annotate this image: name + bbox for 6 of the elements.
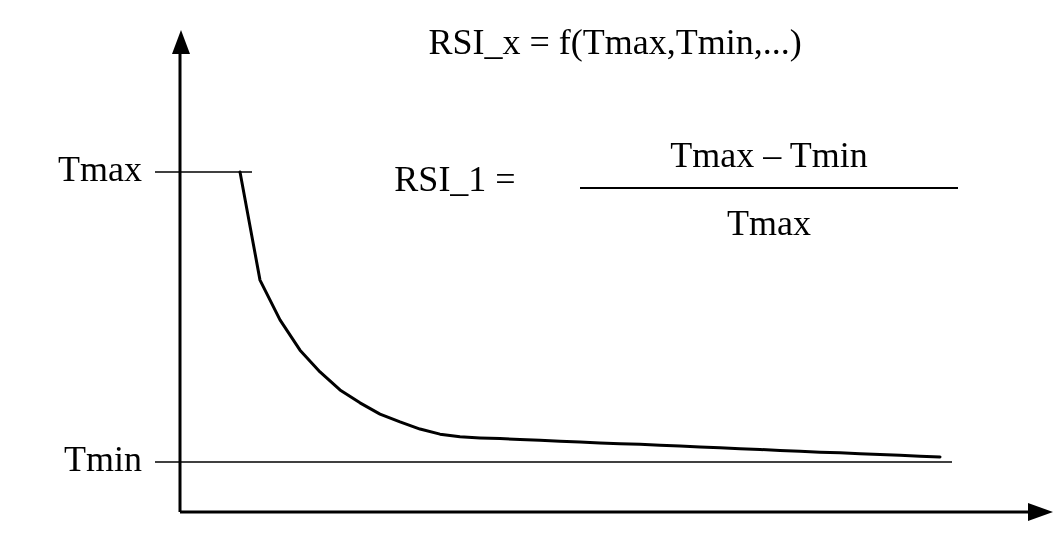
annotation: RSI_1 = xyxy=(394,159,516,200)
annotation: Tmax xyxy=(727,203,811,244)
ref-line-label: Tmax xyxy=(58,149,142,190)
ref-line-label: Tmin xyxy=(64,439,142,480)
annotation: Tmax – Tmin xyxy=(670,135,868,176)
text: RSI_x = f(Tmax,Tmin,...) xyxy=(428,22,802,63)
